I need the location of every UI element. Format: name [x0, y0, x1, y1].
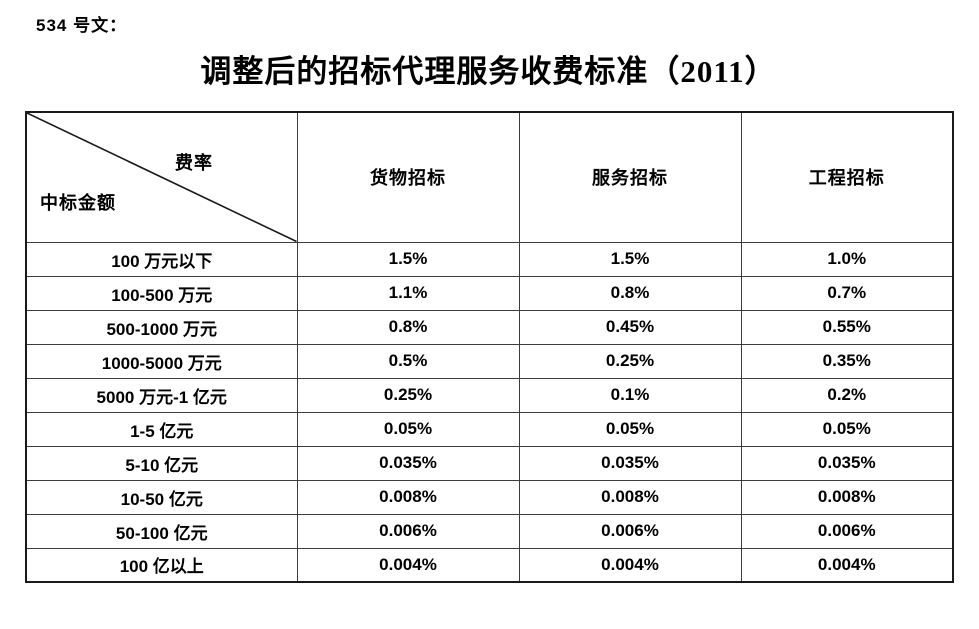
- cell-value: 0.45%: [518, 309, 742, 345]
- row-label: 1-5 亿元: [25, 411, 298, 447]
- row-label: 5-10 亿元: [25, 445, 298, 481]
- row-label: 1000-5000 万元: [25, 343, 298, 379]
- cell-value: 0.008%: [296, 479, 520, 515]
- cell-value: 0.25%: [296, 377, 520, 413]
- corner-label-amount: 中标金额: [40, 193, 116, 213]
- cell-value: 1.5%: [296, 241, 520, 277]
- column-header-goods: 货物招标: [296, 111, 520, 243]
- row-label: 100-500 万元: [25, 275, 298, 311]
- table-row: 5000 万元-1 亿元 0.25% 0.1% 0.2%: [25, 377, 954, 413]
- table-row: 10-50 亿元 0.008% 0.008% 0.008%: [25, 479, 954, 515]
- cell-value: 0.35%: [740, 343, 954, 379]
- cell-value: 0.55%: [740, 309, 954, 345]
- row-label: 100 万元以下: [25, 241, 298, 277]
- cell-value: 0.004%: [296, 547, 520, 583]
- cell-value: 0.008%: [740, 479, 954, 515]
- cell-value: 0.035%: [518, 445, 742, 481]
- page-title: 调整后的招标代理服务收费标准（2011）: [200, 54, 777, 89]
- column-header-engineering: 工程招标: [740, 111, 954, 243]
- cell-value: 0.035%: [740, 445, 954, 481]
- row-label: 50-100 亿元: [25, 513, 298, 549]
- cell-value: 0.004%: [740, 547, 954, 583]
- cell-value: 0.7%: [740, 275, 954, 311]
- cell-value: 0.8%: [518, 275, 742, 311]
- doc-number-label: 534 号文：: [36, 16, 128, 35]
- cell-value: 0.8%: [296, 309, 520, 345]
- column-header-services: 服务招标: [518, 111, 742, 243]
- cell-value: 0.1%: [518, 377, 742, 413]
- table-row: 100-500 万元 1.1% 0.8% 0.7%: [25, 275, 954, 311]
- cell-value: 1.0%: [740, 241, 954, 277]
- cell-value: 0.035%: [296, 445, 520, 481]
- cell-value: 0.2%: [740, 377, 954, 413]
- cell-value: 0.05%: [740, 411, 954, 447]
- cell-value: 0.004%: [518, 547, 742, 583]
- row-label: 10-50 亿元: [25, 479, 298, 515]
- cell-value: 0.006%: [518, 513, 742, 549]
- table-row: 1-5 亿元 0.05% 0.05% 0.05%: [25, 411, 954, 447]
- row-label: 500-1000 万元: [25, 309, 298, 345]
- row-label: 100 亿以上: [25, 547, 298, 583]
- cell-value: 1.1%: [296, 275, 520, 311]
- table-row: 100 万元以下 1.5% 1.5% 1.0%: [25, 241, 954, 277]
- cell-value: 0.006%: [296, 513, 520, 549]
- cell-value: 0.006%: [740, 513, 954, 549]
- table-row: 500-1000 万元 0.8% 0.45% 0.55%: [25, 309, 954, 345]
- cell-value: 1.5%: [518, 241, 742, 277]
- cell-value: 0.25%: [518, 343, 742, 379]
- corner-label-rate: 费率: [175, 153, 213, 173]
- table-row: 1000-5000 万元 0.5% 0.25% 0.35%: [25, 343, 954, 379]
- table-header-row: 费率 中标金额 货物招标 服务招标 工程招标: [25, 111, 954, 243]
- corner-header-cell: 费率 中标金额: [25, 111, 298, 243]
- cell-value: 0.05%: [518, 411, 742, 447]
- table-row: 50-100 亿元 0.006% 0.006% 0.006%: [25, 513, 954, 549]
- cell-value: 0.008%: [518, 479, 742, 515]
- cell-value: 0.5%: [296, 343, 520, 379]
- table-row: 5-10 亿元 0.035% 0.035% 0.035%: [25, 445, 954, 481]
- diagonal-divider-line: [27, 113, 297, 242]
- row-label: 5000 万元-1 亿元: [25, 377, 298, 413]
- table-row: 100 亿以上 0.004% 0.004% 0.004%: [25, 547, 954, 583]
- fee-table: 费率 中标金额 货物招标 服务招标 工程招标 100 万元以下 1.5% 1.5…: [25, 111, 954, 583]
- cell-value: 0.05%: [296, 411, 520, 447]
